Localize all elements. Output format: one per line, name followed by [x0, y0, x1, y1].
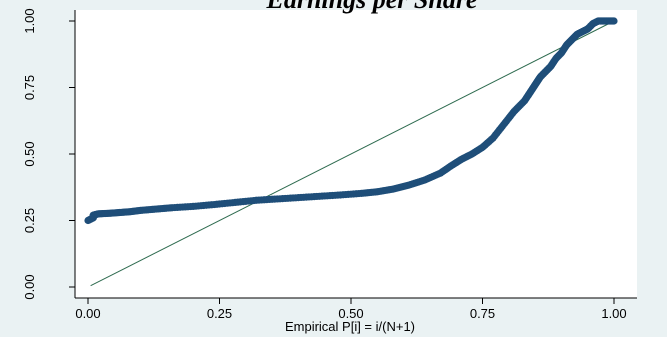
reference-line [90, 20, 615, 287]
y-tick-label: 0.25 [22, 208, 37, 233]
y-tick-label: 0.00 [22, 274, 37, 299]
data-point [271, 195, 279, 203]
data-point [208, 201, 216, 209]
y-tick-label: 0.75 [22, 75, 37, 100]
data-points [84, 17, 618, 225]
data-point [292, 194, 300, 202]
x-tick-label: 0.75 [470, 306, 495, 321]
data-point [334, 191, 342, 199]
data-point [229, 199, 237, 207]
reference-lines [90, 20, 615, 287]
data-point [609, 17, 617, 25]
x-tick-label: 0.50 [338, 306, 363, 321]
x-tick-label: 1.00 [601, 306, 626, 321]
x-tick-label: 0.00 [75, 306, 100, 321]
data-point [250, 196, 258, 205]
x-axis-title: Empirical P[i] = i/(N+1) [285, 319, 415, 334]
chart-title: Earnings per Share [266, 0, 478, 14]
data-point [313, 192, 321, 201]
x-tick-label: 0.25 [207, 306, 232, 321]
data-point [186, 202, 195, 211]
y-tick-label: 1.00 [22, 8, 37, 33]
x-axis: 0.00 0.25 0.50 0.75 1.00 [75, 297, 637, 321]
y-tick-label: 0.50 [22, 141, 37, 166]
plot-area [75, 10, 637, 298]
y-axis: 0.00 0.25 0.50 0.75 1.00 [22, 8, 76, 300]
